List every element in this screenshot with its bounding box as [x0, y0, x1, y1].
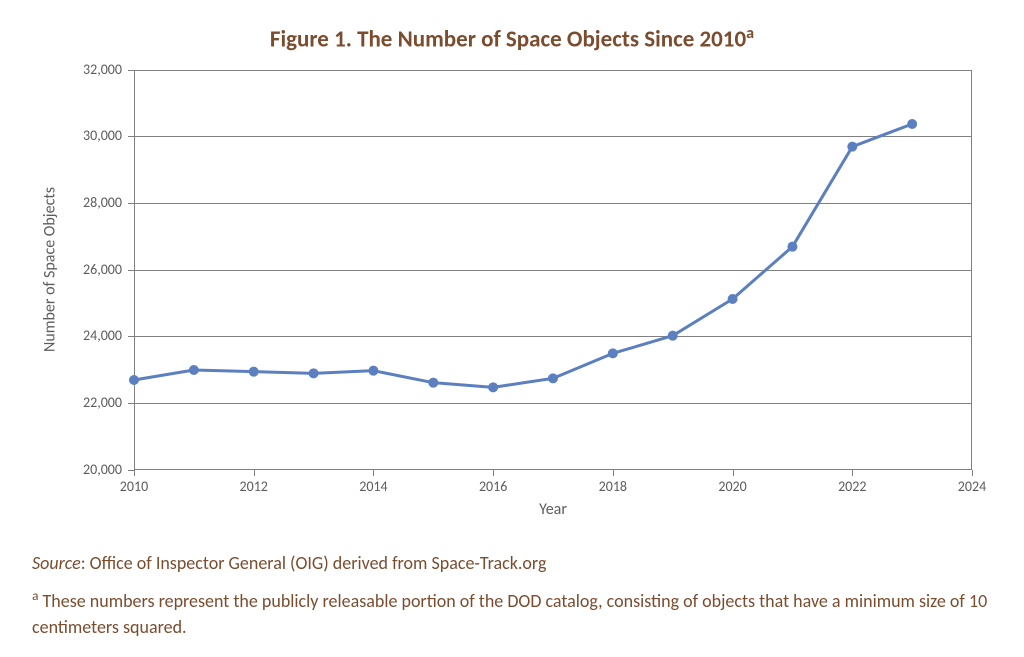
figure-title-text: Figure 1. The Number of Space Objects Si…	[270, 26, 746, 54]
xtick-mark	[852, 470, 853, 476]
xtick-label: 2020	[708, 478, 758, 495]
x-axis-label: Year	[503, 500, 603, 519]
ytick-mark	[128, 136, 134, 137]
ytick-label: 32,000	[28, 61, 122, 78]
xtick-mark	[972, 470, 973, 476]
gridline-y	[134, 270, 972, 271]
footnote-text: These numbers represent the publicly rel…	[32, 590, 987, 638]
xtick-label: 2012	[229, 478, 279, 495]
ytick-label: 20,000	[28, 461, 122, 478]
xtick-label: 2014	[348, 478, 398, 495]
figure-title-superscript: a	[746, 24, 754, 43]
xtick-label: 2024	[947, 478, 997, 495]
xtick-label: 2010	[109, 478, 159, 495]
ytick-mark	[128, 270, 134, 271]
source-line: Source: Office of Inspector General (OIG…	[32, 550, 992, 576]
gridline-y	[134, 403, 972, 404]
source-text: : Office of Inspector General (OIG) deri…	[81, 552, 547, 574]
ytick-mark	[128, 203, 134, 204]
xtick-label: 2016	[468, 478, 518, 495]
xtick-label: 2022	[827, 478, 877, 495]
xtick-mark	[733, 470, 734, 476]
line-chart: 20,00022,00024,00026,00028,00030,00032,0…	[28, 58, 996, 536]
ytick-mark	[128, 403, 134, 404]
caption-area: Source: Office of Inspector General (OIG…	[32, 550, 992, 640]
ytick-label: 30,000	[28, 127, 122, 144]
ytick-mark	[128, 336, 134, 337]
xtick-mark	[493, 470, 494, 476]
footnote-line: a These numbers represent the publicly r…	[32, 586, 992, 640]
xtick-mark	[373, 470, 374, 476]
gridline-y	[134, 336, 972, 337]
xtick-label: 2018	[588, 478, 638, 495]
ytick-mark	[128, 70, 134, 71]
ytick-label: 22,000	[28, 394, 122, 411]
xtick-mark	[134, 470, 135, 476]
xtick-mark	[254, 470, 255, 476]
figure-page: Figure 1. The Number of Space Objects Si…	[0, 0, 1024, 657]
figure-title: Figure 1. The Number of Space Objects Si…	[28, 24, 996, 54]
xtick-mark	[613, 470, 614, 476]
gridline-y	[134, 203, 972, 204]
source-label: Source	[32, 552, 81, 574]
y-axis-label: Number of Space Objects	[41, 169, 60, 369]
gridline-y	[134, 136, 972, 137]
